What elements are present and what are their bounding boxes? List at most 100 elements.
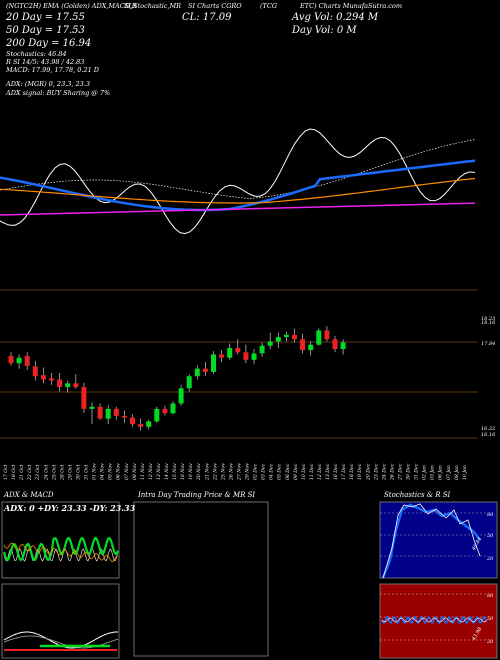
date-label: 12 Nov — [148, 463, 154, 480]
candle-body — [130, 417, 135, 425]
date-label: 22 Nov — [212, 463, 218, 481]
candle-body — [57, 379, 63, 388]
date-label: 02 Jan — [422, 465, 428, 480]
rsi-readout: R SI 14/5: 43.98 / 42.83 — [6, 58, 85, 66]
date-label: 23 Oct — [35, 464, 41, 481]
date-label: 18 Oct — [11, 464, 17, 480]
date-label: 29 Nov — [245, 463, 251, 481]
candle-body — [81, 387, 87, 409]
candle-body — [202, 368, 208, 372]
date-label: 13 Nov — [156, 463, 162, 480]
date-label: 26 Dec — [389, 463, 395, 481]
date-label: 11 Dec — [309, 463, 315, 480]
candle-body — [292, 334, 297, 340]
stochastics-readout: Stochastics: 46.84 — [6, 50, 67, 58]
cl-value: CL: 17.09 — [182, 12, 232, 23]
ema-dotted-line — [0, 139, 476, 199]
ema50-line — [0, 177, 476, 204]
date-label: 17 Oct — [3, 464, 9, 480]
candle-body — [211, 354, 216, 372]
date-label: 09 Dec — [293, 463, 299, 480]
date-label: 31 Oct — [84, 464, 90, 480]
date-label: 06 Dec — [285, 463, 291, 480]
candle-body — [267, 341, 273, 346]
date-label: 26 Nov — [228, 463, 234, 481]
ma20-legend: 20 Day = 17.55 — [6, 12, 85, 23]
date-label: 25 Oct — [51, 464, 57, 481]
avg-vol: Avg Vol: 0.294 M — [292, 12, 379, 23]
date-label: 27 Nov — [236, 463, 242, 481]
candle-body — [24, 356, 30, 366]
date-label: 01 Nov — [92, 463, 98, 480]
candle-body — [332, 339, 338, 350]
candle-body — [154, 408, 160, 422]
candle-body — [97, 406, 103, 419]
date-label: 07 Jan — [446, 465, 452, 480]
adx-macd-title: ADX & MACD — [4, 491, 54, 499]
stoch-scale-50: 50 — [487, 533, 494, 539]
date-label: 06 Jan — [438, 465, 444, 480]
date-label: 15 Nov — [172, 463, 178, 480]
ema20-line — [0, 159, 476, 212]
macd-readout: MACD: 17.99, 17.78, 0.21 D — [6, 66, 100, 74]
header-line1-c: SI Charts CGRO — [188, 2, 242, 10]
header-line1-b: SI,Stochastic,MR — [124, 2, 182, 10]
date-label: 20 Nov — [196, 463, 202, 481]
date-label: 21 Oct — [19, 464, 25, 481]
ma200-legend: 200 Day = 16.94 — [6, 38, 92, 49]
date-label: 03 Dec — [261, 463, 267, 480]
date-label: 18 Dec — [349, 463, 355, 480]
mrsi-line — [381, 617, 487, 623]
candle-body — [178, 388, 184, 404]
price-label: 17.84 — [481, 341, 495, 347]
candle-body — [283, 334, 289, 338]
candle-body — [138, 424, 144, 427]
header-line1-d: (TCG — [260, 2, 278, 10]
candle-body — [49, 378, 54, 381]
stoch-scale-80: 80 — [487, 512, 494, 518]
candle-body — [340, 342, 346, 350]
candle-body — [32, 366, 38, 377]
candle-body — [235, 347, 241, 353]
rsi-scale-50: 50 — [487, 616, 494, 622]
close-price-line — [0, 128, 476, 235]
date-label: 24 Oct — [43, 464, 49, 481]
date-label: 04 Nov — [100, 463, 106, 480]
adx-signal-readout: ADX signal: BUY Sharing @ 7% — [6, 89, 111, 97]
price-label: 18.23 — [481, 316, 495, 322]
date-label: 19 Nov — [188, 463, 194, 480]
header-line1-a: (NGTC2H) EMA (Golden) ADX,MACD,R — [6, 2, 137, 10]
date-label: 14 Nov — [164, 463, 170, 480]
date-label: 08 Nov — [132, 463, 138, 480]
date-label: 17 Dec — [341, 463, 347, 480]
stochastic-title: Stochastics & R SI — [384, 491, 451, 499]
candle-body — [308, 344, 314, 351]
adx-values: ADX: 0 +DY: 23.33 -DY: 23.33 — [4, 503, 136, 513]
candle-body — [259, 345, 265, 354]
intraday-title: Intra Day Trading Price & MR SI — [138, 491, 256, 499]
date-label: 29 Oct — [67, 464, 73, 481]
rsi-scale-80: 80 — [487, 593, 494, 599]
date-label: 22 Oct — [27, 464, 33, 481]
day-vol: Day Vol: 0 M — [292, 25, 357, 36]
date-label: 13 Dec — [325, 463, 331, 480]
date-label: 30 Dec — [406, 463, 412, 480]
date-label: 11 Nov — [140, 463, 146, 480]
date-label: 23 Dec — [373, 463, 379, 481]
adx-readout: ADX: (MGR) 0, 23.3, 23.3 — [6, 80, 91, 88]
header-line1-e: ETC) Charts MunafaSutra.com — [300, 2, 403, 10]
candle-body — [219, 354, 225, 358]
candle-body — [324, 330, 330, 340]
date-label: 10 Jan — [462, 465, 468, 480]
candle-body — [162, 408, 168, 414]
date-label: 07 Nov — [124, 463, 130, 480]
candle-body — [243, 352, 249, 360]
price-label: 16.22 — [481, 426, 495, 432]
candle-body — [194, 368, 200, 377]
date-label: 27 Dec — [397, 463, 403, 481]
ema200-line — [0, 202, 476, 216]
date-label: 05 Dec — [277, 463, 283, 480]
intraday-panel — [133, 501, 269, 657]
date-label: 05 Nov — [108, 463, 114, 480]
